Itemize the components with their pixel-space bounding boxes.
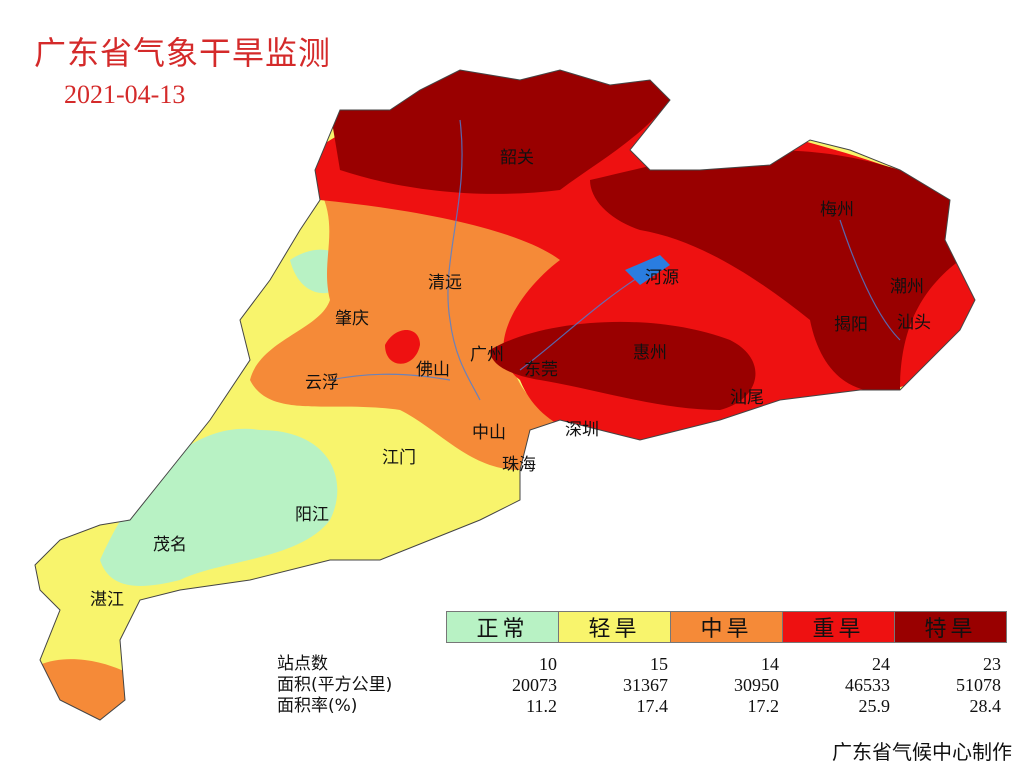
stats-table: 站点数 10 15 14 24 23 面积(平方公里) 20073 31367 30950 4653… [277,654,1001,717]
stats-cell: 17.2 [747,696,780,716]
stats-cell: 20073 [512,675,557,695]
stats-cell: 17.4 [636,696,669,716]
stats-cell: 30950 [734,675,779,695]
stats-row: 面积(平方公里) 20073 31367 30950 46533 51078 [277,675,1001,696]
stats-cell: 24 [872,654,890,674]
stats-cell: 51078 [956,675,1001,695]
city-label: 茂名 [153,535,187,555]
city-label: 清远 [428,273,462,293]
city-label: 深圳 [565,420,599,440]
city-label: 珠海 [502,455,536,475]
city-label: 潮州 [890,277,924,297]
credit: 广东省气候中心制作 [832,740,1012,764]
map-date: 2021-04-13 [64,80,186,109]
stats-cell: 15 [650,654,668,674]
city-label: 佛山 [416,360,450,380]
city-label: 广州 [470,345,504,365]
reservoir [625,255,670,285]
stats-cell: 10 [539,654,557,674]
stats-row-label: 站点数 [277,654,328,674]
city-label: 汕尾 [730,388,764,408]
city-label: 韶关 [500,148,534,168]
zone-severe [385,330,420,364]
city-label: 惠州 [633,343,667,363]
legend-extreme: 特旱 [895,612,1006,642]
province-outline [34,69,976,721]
stats-row: 站点数 10 15 14 24 23 [277,654,1001,675]
stats-row-label: 面积率(%) [277,696,358,716]
zone-extreme [330,70,680,194]
legend-medium: 中旱 [671,612,783,642]
city-label: 湛江 [90,590,124,610]
stats-cell: 28.4 [969,696,1002,716]
zone-medium [250,190,577,470]
stats-row: 面积率(%) 11.2 17.4 17.2 25.9 28.4 [277,696,1001,717]
legend-normal: 正常 [447,612,559,642]
stats-cell: 11.2 [526,696,557,716]
stats-cell: 46533 [845,675,890,695]
city-label: 云浮 [305,373,339,393]
city-label: 梅州 [820,200,854,220]
zone-extreme [590,150,960,392]
city-label: 揭阳 [834,315,868,335]
city-label: 东莞 [524,360,558,380]
stats-cell: 23 [983,654,1001,674]
map-title: 广东省气象干旱监测 [34,34,332,72]
city-label: 河源 [645,268,679,288]
city-label: 江门 [382,448,416,468]
legend-severe: 重旱 [783,612,895,642]
zone-extreme [490,321,756,410]
zone-normal [100,428,338,586]
stats-row-label: 面积(平方公里) [277,675,393,695]
stats-cell: 14 [761,654,779,674]
legend-light: 轻旱 [559,612,671,642]
legend: 正常 轻旱 中旱 重旱 特旱 [446,611,1007,643]
stats-cell: 31367 [623,675,668,695]
stats-cell: 25.9 [858,696,891,716]
city-label: 汕头 [897,313,931,333]
zone-medium [35,659,140,720]
city-label: 中山 [472,423,506,443]
city-label: 阳江 [295,505,329,525]
city-label: 肇庆 [335,309,369,329]
rivers [329,119,901,401]
